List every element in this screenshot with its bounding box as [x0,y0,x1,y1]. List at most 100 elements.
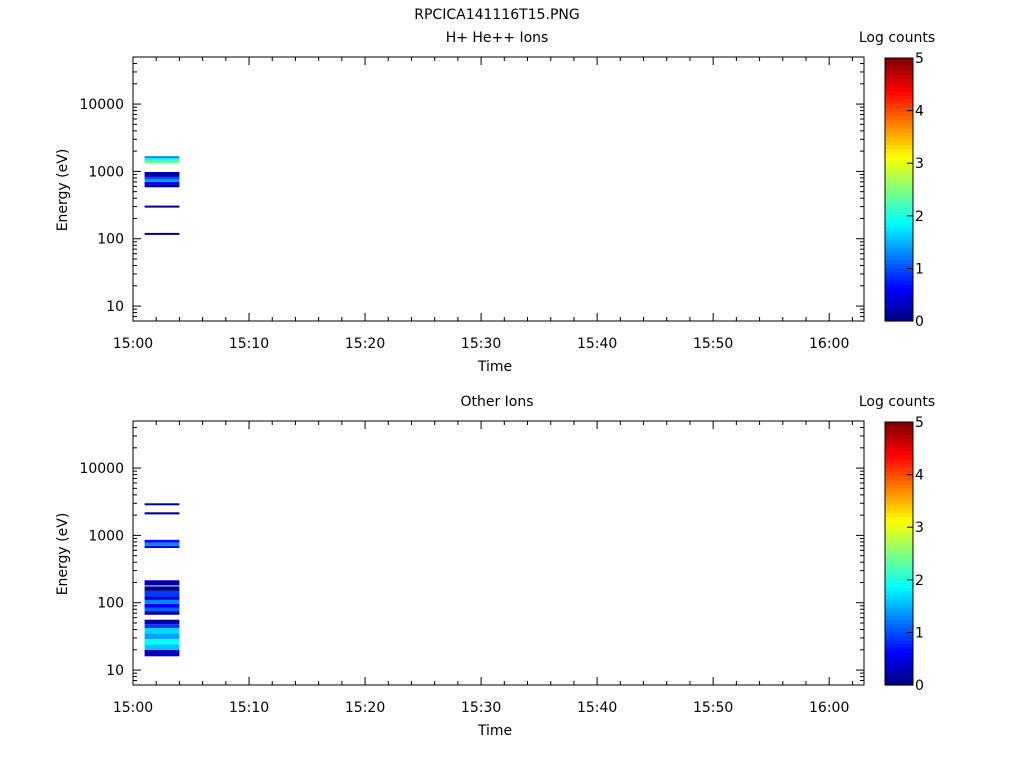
y-tick-label: 10000 [79,97,124,113]
colorbar-segment [885,304,913,310]
panel-2-y-ticks: 10 100 1000 10000 [79,420,864,686]
colorbar-segment [885,308,913,314]
panel-2-title: Other Ions [460,394,533,410]
colorbar-segment [885,516,913,522]
colorbar-segment [885,230,913,236]
heatmap-cell [144,503,180,506]
colorbar-segment [885,107,913,113]
colorbar-segment [885,545,913,550]
colorbar-segment [885,189,913,195]
colorbar-segment [885,123,913,129]
colorbar-segment [885,475,913,481]
x-tick-label: 15:20 [345,336,385,352]
y-tick-label: 10000 [79,461,124,477]
x-tick-label: 15:10 [229,336,269,352]
x-tick-label: 15:30 [461,700,501,716]
colorbar-segment [885,242,913,248]
colorbar-segment [885,164,913,170]
colorbar-segment [885,606,913,612]
colorbar-segment [885,467,913,472]
x-tick-label: 15:00 [113,336,153,352]
colorbar-segment [885,668,913,674]
colorbar-segment [885,528,913,534]
heatmap-cell [144,599,180,604]
heatmap-cell [144,160,180,164]
heatmap-cell [144,586,180,591]
colorbar-tick-label: 4 [915,468,924,484]
heatmap-cell [144,172,180,177]
colorbar-segment [885,615,913,620]
colorbar-tick-label: 3 [915,520,924,536]
colorbar-segment [885,631,913,637]
heatmap-cell [144,628,180,634]
colorbar-segment [885,557,913,563]
panel-1-plot-frame [132,56,865,322]
colorbar-segment [885,201,913,207]
colorbar-segment [885,316,913,322]
colorbar-segment [885,619,913,624]
colorbar-segment [885,82,913,88]
heatmap-cell [144,644,180,650]
colorbar-segment [885,296,913,302]
colorbar-segment [885,434,913,440]
panel-2-x-ticks: 15:00 15:10 15:20 15:30 15:40 15:50 16:00 [113,421,853,716]
y-tick-label: 10 [106,663,124,679]
heatmap-cell [144,603,180,608]
colorbar-segment [885,136,913,141]
panel-2-x-label: Time [477,723,512,739]
colorbar-segment [885,500,913,505]
colorbar-segment [885,193,913,199]
colorbar-tick-label: 2 [915,573,924,589]
colorbar-segment [885,312,913,318]
colorbar-segment [885,454,913,460]
colorbar-segment [885,442,913,448]
heatmap-cell [144,205,180,208]
figure-title: RPCICA141116T15.PNG [414,7,579,23]
colorbar-segment [885,664,913,670]
colorbar-tick-label: 1 [915,261,924,277]
x-tick-label: 15:50 [693,700,733,716]
colorbar-segment [885,197,913,203]
colorbar-segment [885,251,913,256]
heatmap-cell [144,545,180,548]
heatmap-cell [144,156,180,159]
colorbar-segment [885,168,913,174]
colorbar-segment [885,271,913,277]
colorbar-segment [885,495,913,501]
colorbar-segment [885,623,913,629]
colorbar-segment [885,62,913,67]
panel-2-y-label: Energy (eV) [55,513,71,596]
colorbar-segment [885,532,913,538]
x-tick-label: 16:00 [809,336,849,352]
colorbar-segment [885,549,913,555]
colorbar-tick-label: 3 [915,156,924,172]
heatmap-cell [144,607,180,612]
colorbar-segment [885,144,913,150]
colorbar-segment [885,422,913,427]
colorbar-segment [885,565,913,571]
colorbar-segment [885,458,913,464]
colorbar-segment [885,598,913,604]
panel-1-colorbar-label: Log counts [859,30,935,46]
heatmap-cell [144,649,180,657]
colorbar-segment [885,586,913,592]
colorbar-segment [885,234,913,240]
colorbar-segment [885,508,913,514]
x-tick-label: 15:40 [577,336,617,352]
colorbar-segment [885,569,913,575]
colorbar-segment [885,524,913,530]
panel-1-y-label: Energy (eV) [55,149,71,232]
panel-2-plot-frame [132,420,865,686]
colorbar-segment [885,205,913,211]
colorbar-segment [885,463,913,468]
colorbar-segment [885,602,913,608]
y-tick-label: 1000 [88,164,124,180]
colorbar-tick-label: 4 [915,104,924,120]
colorbar-segment [885,148,913,154]
panel-1-title: H+ He++ Ions [446,30,549,46]
colorbar-segment [885,238,913,244]
colorbar-segment [885,300,913,306]
colorbar-segment [885,259,913,265]
colorbar-segment [885,680,913,686]
colorbar-segment [885,185,913,191]
